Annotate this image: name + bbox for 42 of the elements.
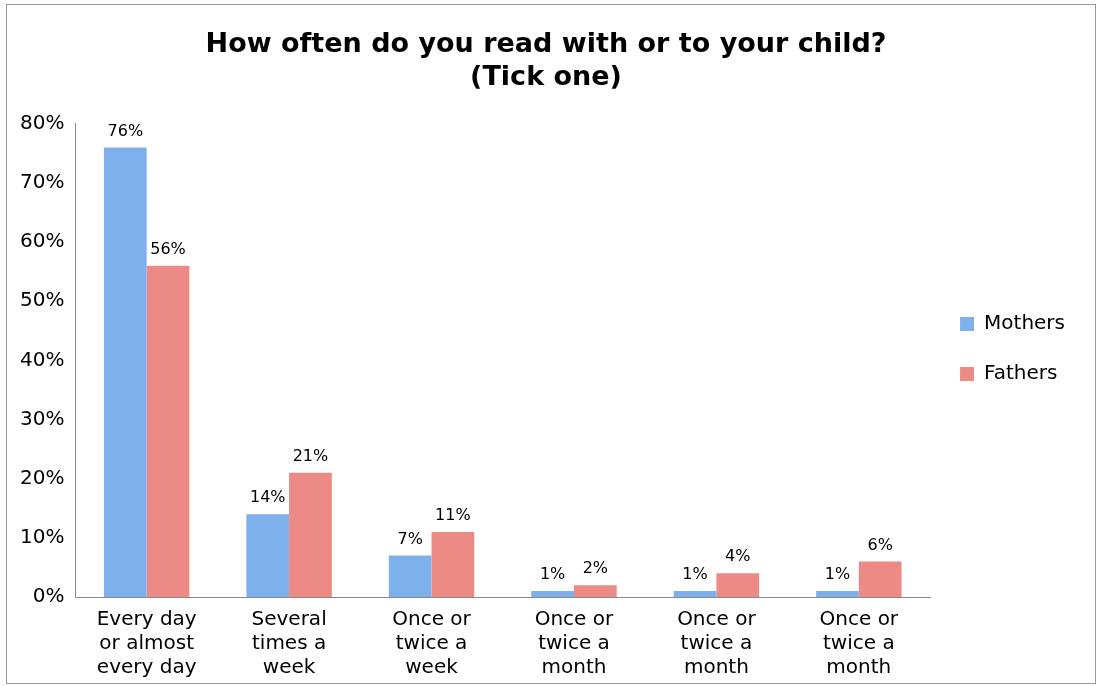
data-label: 7% [397,528,423,548]
data-label: 1% [824,564,851,584]
data-label: 21% [292,445,329,465]
data-label: 1% [539,564,566,584]
bar [246,514,290,597]
bar [531,591,574,597]
bar [388,555,432,597]
legend-label: Fathers [984,360,1058,385]
y-tick-label: 70% [20,169,65,194]
y-tick-label: 10% [20,524,65,549]
data-label: 1% [682,564,708,584]
x-tick-label: Every day or almost every day [96,606,197,679]
bar [289,472,332,597]
y-tick-label: 50% [20,287,65,312]
data-label: 76% [107,120,144,140]
bar [673,591,717,597]
x-tick-label: Once or twice a month [534,606,614,679]
bar [816,591,859,597]
bar [573,585,617,597]
bar [146,265,190,597]
bar [716,573,760,597]
y-tick-label: 60% [20,228,65,253]
data-label: 6% [867,534,893,554]
bar [431,531,475,597]
y-tick-label: 0% [32,583,65,608]
data-label: 4% [725,546,751,566]
x-tick-label: Once or twice a week [392,606,472,679]
bar [858,561,902,597]
y-tick-label: 30% [20,405,65,430]
data-label: 11% [435,505,471,525]
y-tick-label: 40% [20,346,65,371]
y-tick-label: 80% [20,110,65,134]
data-label: 2% [582,558,609,578]
x-tick-label: Several times a week [251,606,327,679]
x-tick-label: Once or twice a month [819,606,899,679]
x-tick-label: Once or twice a month [677,606,757,679]
chart-title: How often do you read with or to your child? (Tick one) [205,27,887,91]
data-label: 14% [249,487,286,507]
data-label: 56% [150,238,186,258]
y-tick-label: 20% [20,464,65,489]
bar [103,147,147,597]
legend-label: Mothers [984,310,1066,335]
